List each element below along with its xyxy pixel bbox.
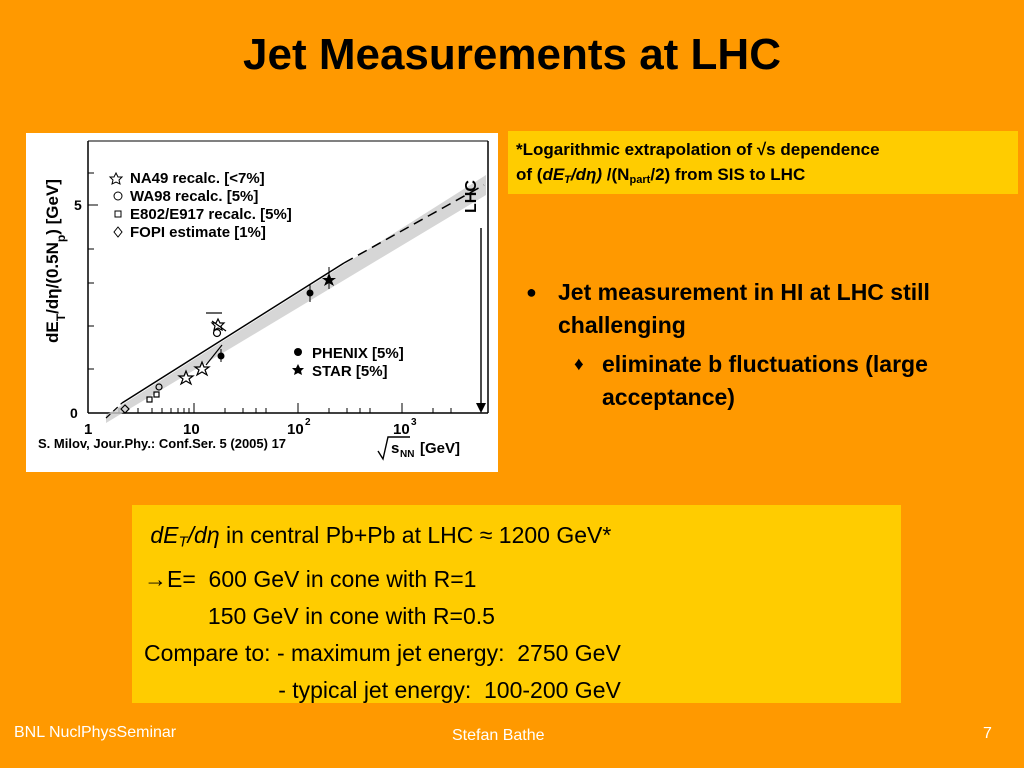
legend-wa98: WA98 recalc. [5%]: [130, 188, 258, 205]
x-tick-1000-exp: 3: [411, 417, 417, 428]
bullet-dot-icon: ●: [526, 282, 537, 302]
svg-text:NN: NN: [400, 449, 414, 460]
bullet-2: ♦ eliminate b fluctuations (large accept…: [522, 348, 992, 414]
legend-na49: NA49 recalc. [<7%]: [130, 170, 265, 187]
fit-line: [121, 262, 345, 404]
figure-plot: dET/dη/(0.5Np) [GeV] 0 5 1 10 10 2 10 3 …: [26, 133, 498, 472]
bullet-diamond-icon: ♦: [574, 354, 584, 375]
x-tick-1: 1: [84, 421, 92, 438]
calc-line-3: 150 GeV in cone with R=0.5: [144, 602, 495, 629]
bullet-1: ● Jet measurement in HI at LHC still cha…: [522, 276, 992, 342]
lhc-arrow-head: [476, 403, 486, 413]
bullet-list: ● Jet measurement in HI at LHC still cha…: [522, 276, 992, 414]
y-tick-0: 0: [70, 405, 78, 421]
legend-fopi: FOPI estimate [1%]: [130, 224, 266, 241]
y-tick-5: 5: [74, 197, 82, 213]
bullet-2-text: eliminate b fluctuations (large acceptan…: [602, 351, 928, 410]
plot-svg: dET/dη/(0.5Np) [GeV] 0 5 1 10 10 2 10 3 …: [43, 140, 489, 461]
y-axis-label: dET/dη/(0.5Np) [GeV]: [43, 179, 68, 343]
svg-text:s: s: [391, 440, 399, 457]
bullet-1-text: Jet measurement in HI at LHC still chall…: [558, 279, 930, 338]
legend-top: NA49 recalc. [<7%] WA98 recalc. [5%] E80…: [108, 170, 292, 241]
x-tick-100-exp: 2: [305, 417, 311, 428]
x-axis-label: s NN [GeV]: [377, 436, 460, 461]
svg-text:[GeV]: [GeV]: [420, 440, 460, 457]
calc-box: dET/dη in central Pb+Pb at LHC ≈ 1200 Ge…: [132, 505, 901, 703]
footer-center: Stefan Bathe: [452, 727, 545, 744]
note-line-2: of (dET/dη) /(Npart/2) from SIS to LHC: [516, 165, 806, 186]
calc-line-4: Compare to: - maximum jet energy: 2750 G…: [144, 639, 621, 666]
legend-bottom: PHENIX [5%] STAR [5%]: [292, 345, 404, 380]
page-number: 7: [983, 725, 992, 742]
x-tick-100: 10: [287, 421, 304, 438]
figure-caption: S. Milov, Jour.Phy.: Conf.Ser. 5 (2005) …: [38, 436, 287, 451]
data-points: [120, 312, 227, 414]
slide-title: Jet Measurements at LHC: [243, 30, 781, 79]
x-tick-10: 10: [183, 421, 200, 438]
legend-e802: E802/E917 recalc. [5%]: [130, 206, 292, 223]
calc-line-2: →E= 600 GeV in cone with R=1: [144, 565, 477, 592]
note-box: *Logarithmic extrapolation of √s depende…: [508, 131, 1018, 194]
note-line-1: *Logarithmic extrapolation of √s depende…: [516, 140, 880, 159]
lhc-label: LHC: [463, 180, 480, 213]
calc-line-5: - typical jet energy: 100-200 GeV: [144, 676, 621, 703]
legend-star: STAR [5%]: [312, 363, 388, 380]
legend-phenix: PHENIX [5%]: [312, 345, 404, 362]
x-tick-1000: 10: [393, 421, 410, 438]
footer-left: BNL NuclPhysSeminar: [14, 724, 177, 741]
fit-extrapolation: [343, 184, 485, 264]
calc-line-1: dET/dη in central Pb+Pb at LHC ≈ 1200 Ge…: [150, 522, 612, 551]
